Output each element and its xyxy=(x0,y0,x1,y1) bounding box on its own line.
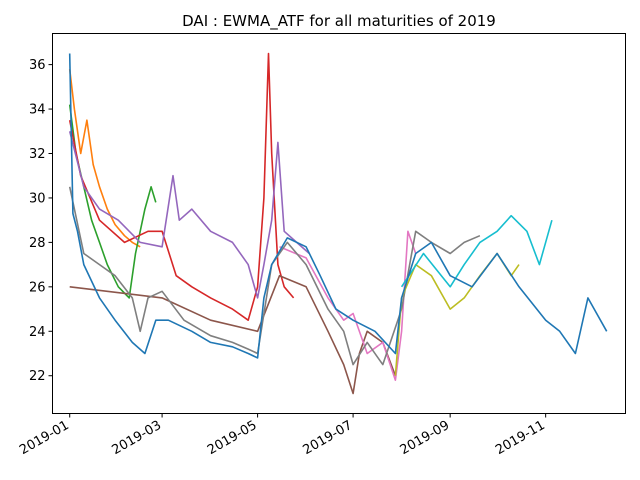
chart-title: DAI : EWMA_ATF for all maturities of 201… xyxy=(182,12,496,31)
y-tick-label-8: 36 xyxy=(29,58,46,73)
series-line-3 xyxy=(68,52,295,322)
y-tick-label-7: 34 xyxy=(29,103,46,118)
series-line-9 xyxy=(400,214,553,288)
y-tick-label-6: 32 xyxy=(29,147,46,162)
y-tick-label-2: 24 xyxy=(29,325,46,340)
y-tick-label-1: 22 xyxy=(29,369,46,384)
plot-frame xyxy=(52,33,626,414)
series-line-5 xyxy=(69,274,397,395)
series-line-1 xyxy=(68,69,141,248)
series-line-4 xyxy=(68,131,310,299)
y-tick-label-5: 30 xyxy=(29,191,46,206)
series-layer xyxy=(68,52,608,395)
y-tick-label-3: 26 xyxy=(29,280,46,295)
y-tick-label-4: 28 xyxy=(29,236,46,251)
series-line-10 xyxy=(68,53,608,359)
